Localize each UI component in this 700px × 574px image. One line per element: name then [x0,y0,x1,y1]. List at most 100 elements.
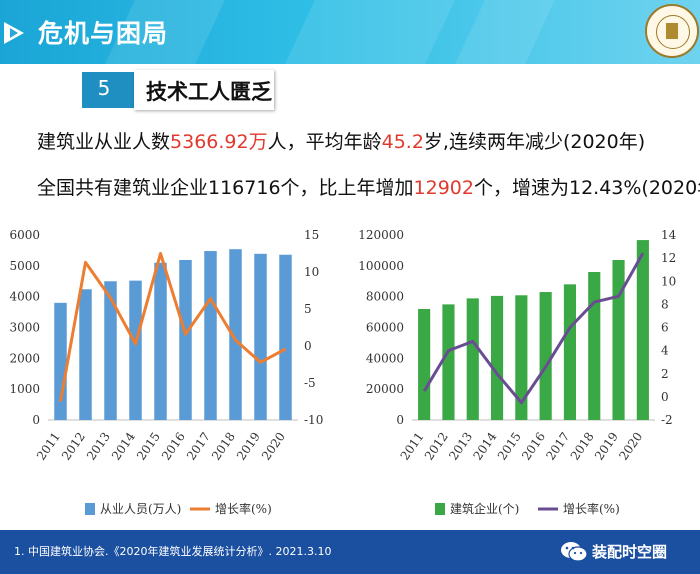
y-axis-left-tick: 3000 [9,321,40,335]
stat-text: 人，平均年龄 [267,131,382,153]
stat-line-workers: 建筑业从业人数5366.92万人，平均年龄45.2岁,连续两年减少(2020年) [37,127,645,154]
x-axis-tick: 2020 [616,430,645,463]
y-axis-left-tick: 60000 [366,321,404,335]
x-axis-tick: 2013 [446,430,475,463]
stat-highlight: 12902 [413,177,474,199]
x-axis-tick: 2015 [134,430,163,463]
x-axis-tick: 2016 [159,430,188,463]
title-banner [0,0,700,64]
y-axis-left-tick: 80000 [366,290,404,304]
legend-label-line: 增长率(%) [215,501,272,516]
chart-workers: 0 1000 2000 3000 4000 5000 6000 -10 -5 0 5 10 15 2011… [9,228,323,516]
growth-rate-line [59,252,287,402]
y-axis-right-tick: 12 [661,251,676,265]
y-axis-right-tick: 10 [304,265,319,279]
y-axis-right-tick: 4 [661,344,669,358]
y-axis-right-tick: 0 [304,339,312,353]
bar [254,253,267,420]
section-badge [82,72,134,108]
chart-enterprises: 0 20000 40000 60000 80000 100000 120000 -2 0 2 4 6 8… [358,228,677,516]
y-axis-left-tick: 40000 [366,351,404,365]
section-title-box [134,70,274,110]
stat-text: 岁,连续两年减少(2020年) [423,131,646,153]
x-axis-tick: 2017 [543,430,572,463]
bar [612,259,625,420]
section-title: 技术工人匮乏 [146,80,272,104]
bar [279,254,292,420]
y-axis-right-tick: -5 [304,376,316,390]
y-axis-right-tick: 10 [661,274,676,288]
bar [466,298,479,420]
stat-highlight: 45.2 [381,131,424,153]
y-axis-left-tick: 120000 [358,228,404,242]
legend-swatch-bar [85,503,95,515]
bar [54,302,67,420]
y-axis-right-tick: 0 [661,390,669,404]
section-number: 5 [97,76,111,100]
bar [179,259,192,420]
x-axis-tick: 2014 [109,429,138,462]
y-axis-right-tick: 14 [661,228,677,242]
bar [442,304,455,420]
bar [515,295,528,420]
y-axis-left-tick: 6000 [9,228,40,242]
y-axis-right-tick: -10 [304,413,323,427]
x-axis-tick: 2011 [398,430,427,463]
wechat-icon [561,542,588,562]
university-seal-icon [645,4,699,58]
y-axis-left-tick: 4000 [9,290,40,304]
x-axis-tick: 2020 [259,430,288,463]
legend-label-line: 增长率(%) [563,501,620,516]
bar [636,240,649,420]
bar [204,251,217,420]
footnote: 1. 中国建筑业协会.《2020年建筑业发展统计分析》. 2021.3.10 [14,545,332,558]
y-axis-right-tick: -2 [661,413,673,427]
legend-swatch-bar [435,503,445,515]
x-axis-tick: 2016 [519,430,548,463]
stat-text: 个，增速为12.43%(2020年) [473,177,700,199]
legend-label-bar: 从业人员(万人) [100,502,181,516]
bar [104,281,117,420]
bar [490,295,504,420]
bar [154,262,167,420]
x-axis-tick: 2012 [422,430,451,463]
x-axis-tick: 2018 [209,430,238,463]
x-axis-tick: 2017 [184,430,213,463]
x-axis-tick: 2018 [568,430,597,463]
x-axis-tick: 2019 [592,430,621,463]
x-axis-tick: 2013 [84,430,113,463]
y-axis-right-tick: 5 [304,302,312,316]
x-axis-tick: 2011 [34,430,63,463]
bar [229,249,242,420]
x-axis-tick: 2019 [234,430,263,463]
y-axis-left-tick: 0 [396,413,404,427]
y-axis-left-tick: 1000 [9,382,40,396]
stat-line-enterprises: 全国共有建筑业企业116716个，比上年增加12902个，增速为12.43%(2… [37,173,700,200]
y-axis-left-tick: 20000 [366,382,404,396]
bar [563,284,577,420]
y-axis-left-tick: 100000 [358,259,404,273]
page-title: 危机与困局 [38,19,169,48]
x-axis-tick: 2012 [59,430,88,463]
y-axis-right-tick: 6 [661,321,669,335]
y-axis-right-tick: 2 [661,367,669,381]
stat-highlight: 5366.92万 [170,131,268,153]
bar [588,272,601,420]
bar [418,309,431,420]
bar [79,289,92,420]
x-axis-tick: 2014 [471,429,500,462]
stat-text: 建筑业从业人数 [37,131,171,153]
stat-text: 全国共有建筑业企业116716个，比上年增加 [37,177,414,199]
x-axis-tick: 2015 [495,430,524,463]
bar [129,280,142,420]
y-axis-left-tick: 0 [32,413,40,427]
y-axis-left-tick: 5000 [9,259,40,273]
wechat-account-name: 装配时空圈 [592,543,668,561]
y-axis-left-tick: 2000 [9,351,40,365]
wechat-account[interactable]: 装配时空圈 [560,534,700,570]
y-axis-right-tick: 8 [661,297,669,311]
y-axis-right-tick: 15 [304,228,319,242]
growth-rate-line [422,252,645,405]
bar [539,292,552,420]
play-icon [4,22,24,44]
